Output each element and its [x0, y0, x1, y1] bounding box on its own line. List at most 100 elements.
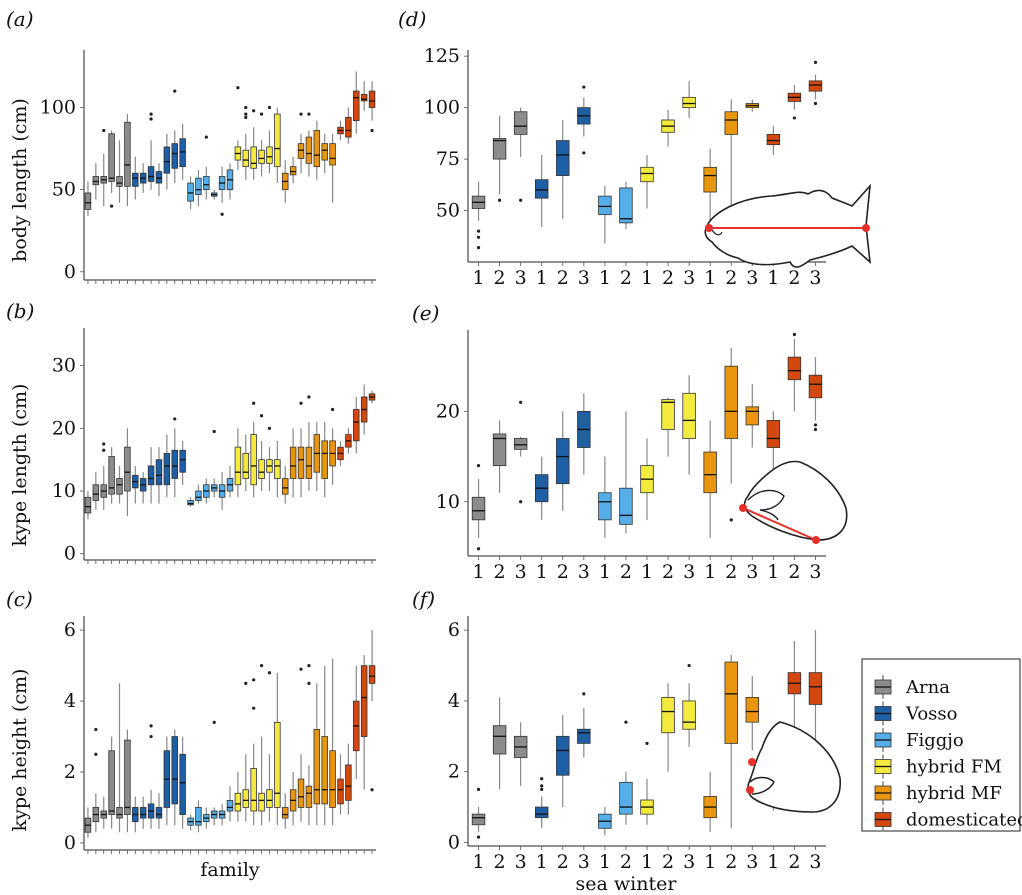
xlabel-f: sea winter — [576, 873, 678, 895]
outlier-point — [331, 408, 334, 411]
box-domesticated — [788, 333, 801, 411]
box-body — [683, 393, 696, 438]
box-body — [683, 97, 696, 107]
box-body — [330, 144, 336, 165]
box-body — [369, 91, 375, 107]
box-body — [243, 453, 249, 478]
box-body — [196, 807, 202, 825]
y-tick-label: 2 — [64, 761, 76, 783]
box-figgjo — [227, 786, 233, 821]
box-body — [93, 177, 99, 185]
box-vosso — [535, 777, 548, 828]
outlier-point — [540, 777, 543, 780]
box-body — [243, 150, 249, 166]
x-tick-label: 2 — [557, 561, 569, 583]
box-hybrid-fm — [259, 112, 265, 176]
box-hybrid-mf — [322, 666, 328, 826]
box-vosso — [132, 466, 138, 504]
outlier-point — [260, 112, 263, 115]
box-domesticated — [809, 357, 822, 431]
x-tick-label: 2 — [494, 561, 506, 583]
y-tick-label: 6 — [64, 619, 76, 641]
outlier-point — [252, 402, 255, 405]
outlier-point — [149, 735, 152, 738]
outlier-point — [260, 664, 263, 667]
box-hybrid-mf — [330, 659, 336, 826]
box-figgjo — [211, 430, 217, 497]
box-vosso — [148, 112, 154, 189]
box-arna — [109, 447, 115, 503]
box-hybrid-mf — [322, 422, 328, 497]
box-body — [298, 144, 304, 159]
y-tick-label: 2 — [448, 761, 460, 783]
outlier-point — [498, 199, 501, 202]
y-tick-label: 10 — [436, 491, 460, 513]
x-tick-label: 3 — [515, 561, 527, 583]
box-domesticated — [346, 744, 352, 815]
x-tick-label: 2 — [662, 851, 674, 873]
box-hybrid-fm — [267, 671, 273, 822]
box-body — [746, 697, 759, 722]
box-vosso — [140, 797, 146, 829]
x-tick-label: 1 — [704, 851, 716, 873]
box-hybrid-fm — [251, 402, 257, 498]
box-hybrid-fm — [259, 414, 265, 491]
box-body — [290, 167, 296, 175]
box-arna — [493, 697, 506, 789]
box-body — [556, 438, 569, 483]
box-hybrid-mf — [290, 772, 296, 825]
box-arna — [93, 728, 99, 832]
box-arna — [101, 129, 107, 206]
box-domesticated — [346, 428, 352, 453]
x-tick-label: 1 — [767, 851, 779, 873]
box-arna — [472, 464, 485, 550]
box-arna — [101, 797, 107, 829]
panel-b: 0 10 20 30 — [52, 328, 376, 565]
x-tick-label: 1 — [599, 561, 611, 583]
box-figgjo — [188, 177, 194, 210]
box-vosso — [132, 797, 138, 832]
outlier-point — [477, 236, 480, 239]
box-body — [662, 400, 675, 430]
kype-length-illustration — [739, 461, 847, 544]
outlier-point — [213, 721, 216, 724]
x-tick-label: 1 — [536, 561, 548, 583]
box-hybrid-fm — [235, 428, 241, 497]
box-domesticated — [338, 121, 344, 141]
outlier-point — [730, 518, 733, 521]
box-figgjo — [219, 804, 225, 825]
box-figgjo — [227, 466, 233, 497]
outlier-point — [307, 682, 310, 685]
box-arna — [514, 722, 527, 786]
box-hybrid-fm — [267, 106, 273, 173]
box-hybrid-mf — [704, 420, 717, 538]
outlier-point — [149, 112, 152, 115]
outlier-point — [173, 417, 176, 420]
y-tick-label: 100 — [40, 97, 76, 119]
y-tick-label: 20 — [436, 400, 460, 422]
outlier-point — [814, 428, 817, 431]
x-tick-label: 3 — [515, 851, 527, 873]
box-body — [330, 751, 336, 808]
box-body — [196, 491, 202, 500]
x-tick-label: 1 — [599, 851, 611, 873]
legend-label: hybrid FM — [906, 757, 1002, 778]
box-body — [683, 701, 696, 729]
outlier-point — [268, 106, 271, 109]
outlier-point — [582, 151, 585, 154]
box-hybrid-fm — [641, 438, 654, 519]
box-arna — [514, 401, 527, 504]
box-arna — [472, 788, 485, 839]
y-tick-label: 10 — [52, 480, 76, 502]
box-body — [251, 147, 257, 168]
y-tick-label: 50 — [52, 179, 76, 201]
box-hybrid-fm — [259, 664, 265, 825]
outlier-point — [221, 213, 224, 216]
box-body — [767, 134, 780, 144]
box-figgjo — [203, 478, 209, 503]
box-body — [514, 438, 527, 449]
x-tick-label: 2 — [620, 267, 632, 289]
box-body — [493, 726, 506, 754]
box-body — [353, 410, 359, 441]
